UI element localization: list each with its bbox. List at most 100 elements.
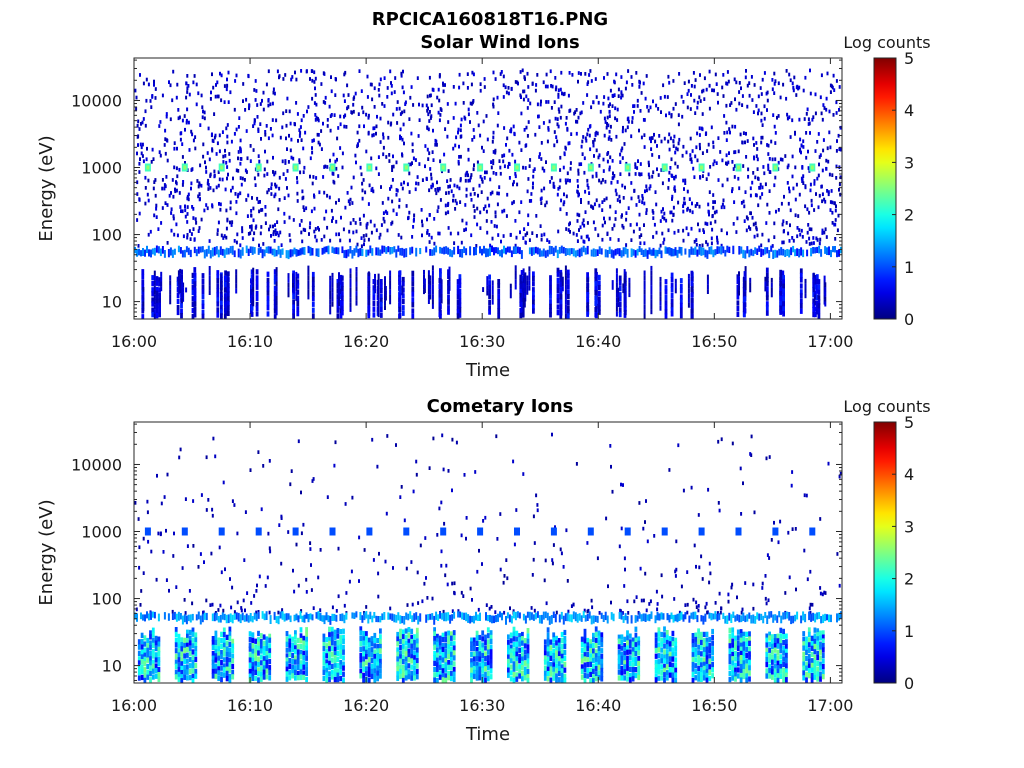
heatmap-cell: [483, 176, 486, 180]
heatmap-cell: [780, 247, 783, 256]
heatmap-cell: [160, 271, 163, 277]
heatmap-cell: [295, 296, 298, 301]
heatmap-cell: [322, 121, 324, 126]
heatmap-cell: [142, 117, 145, 121]
heatmap-cell: [809, 188, 812, 193]
heatmap-cell: [355, 611, 358, 618]
heatmap-cell: [231, 499, 234, 503]
heatmap-cell: [153, 247, 156, 256]
heatmap-cell: [522, 97, 525, 102]
heatmap-cell: [379, 306, 383, 313]
heatmap-cell: [799, 232, 802, 237]
heatmap-cell: [757, 94, 760, 99]
heatmap-cell: [815, 274, 819, 280]
heatmap-cell: [401, 298, 405, 305]
heatmap-cell: [427, 614, 430, 621]
heatmap-cell: [323, 234, 326, 239]
heatmap-cell: [668, 170, 671, 175]
heatmap-cell: [722, 94, 725, 98]
heatmap-cell: [636, 248, 639, 256]
heatmap-cell: [528, 285, 531, 291]
heatmap-cell: [410, 85, 413, 89]
heatmap-cell: [330, 657, 334, 663]
heatmap-cell: [679, 294, 683, 300]
heatmap-cell: [458, 282, 462, 288]
heatmap-cell: [779, 305, 783, 311]
heatmap-cell: [144, 123, 147, 128]
heatmap-cell: [181, 284, 183, 289]
heatmap-cell: [696, 158, 699, 163]
heatmap-cell: [831, 200, 834, 205]
heatmap-cell: [683, 196, 686, 201]
heatmap-cell: [248, 642, 252, 648]
heatmap-cell: [749, 193, 752, 198]
heatmap-cell: [499, 611, 501, 618]
heatmap-cell: [235, 240, 238, 245]
heatmap-cell: [225, 226, 228, 231]
heatmap-cell: [365, 605, 368, 609]
heatmap-cell: [149, 656, 152, 662]
heatmap-cell: [381, 102, 384, 106]
heatmap-cell: [643, 299, 646, 305]
heatmap-cell: [502, 95, 505, 99]
heatmap-cell: [155, 313, 159, 319]
heatmap-cell: [742, 481, 744, 486]
heatmap-cell: [560, 104, 563, 109]
heatmap-cell: [653, 222, 656, 227]
heatmap-cell: [208, 275, 211, 281]
heatmap-cell: [638, 612, 641, 619]
heatmap-cell: [734, 97, 736, 102]
heatmap-cell: [496, 202, 499, 207]
heatmap-cell: [727, 79, 730, 84]
heatmap-cell: [639, 241, 642, 246]
heatmap-cell: [354, 221, 357, 225]
heatmap-cell: [325, 246, 328, 253]
heatmap-cell: [477, 614, 479, 621]
heatmap-cell: [779, 269, 783, 276]
heatmap-cell: [151, 297, 155, 303]
heatmap-cell: [355, 229, 358, 234]
heatmap-cell: [266, 190, 269, 195]
heatmap-cell: [344, 113, 347, 118]
heatmap-cell: [311, 614, 314, 621]
heatmap-cell: [304, 130, 307, 135]
heatmap-cell: [753, 156, 756, 161]
heatmap-cell: [226, 83, 229, 88]
heatmap-cell: [428, 119, 431, 123]
heatmap-cell: [785, 221, 788, 225]
heatmap-cell: [286, 186, 288, 190]
heatmap-cell: [528, 271, 531, 277]
heatmap-cell: [240, 608, 243, 613]
heatmap-cell: [558, 247, 561, 254]
heatmap-cell: [456, 184, 459, 189]
heatmap-cell: [151, 275, 155, 281]
heatmap-cell: [226, 310, 230, 316]
heatmap-cell: [170, 207, 173, 212]
heatmap-cell: [351, 495, 354, 500]
heatmap-cell: [540, 614, 543, 624]
heatmap-cell: [174, 674, 178, 680]
heatmap-cell: [365, 223, 368, 228]
heatmap-cell: [299, 125, 302, 129]
heatmap-cell: [416, 570, 419, 575]
heatmap-cell: [351, 110, 353, 115]
heatmap-cell: [818, 193, 821, 198]
heatmap-cell: [716, 92, 719, 96]
heatmap-cell: [370, 156, 373, 161]
heatmap-cell: [288, 647, 292, 653]
heatmap-cell: [248, 646, 252, 652]
heatmap-cell: [522, 165, 525, 170]
heatmap-cell: [365, 112, 368, 117]
heatmap-cell: [267, 69, 270, 74]
heatmap-cell: [635, 71, 638, 75]
heatmap-cell: [533, 608, 536, 613]
heatmap-cell: [294, 649, 297, 655]
heatmap-cell: [186, 86, 189, 91]
heatmap-cell: [447, 612, 450, 621]
heatmap-cell: [671, 174, 674, 178]
heatmap-cell: [592, 143, 595, 148]
heatmap-cell: [340, 295, 344, 301]
heatmap-cell: [311, 301, 315, 307]
heatmap-cell: [193, 74, 196, 78]
heatmap-cell: [488, 309, 491, 315]
